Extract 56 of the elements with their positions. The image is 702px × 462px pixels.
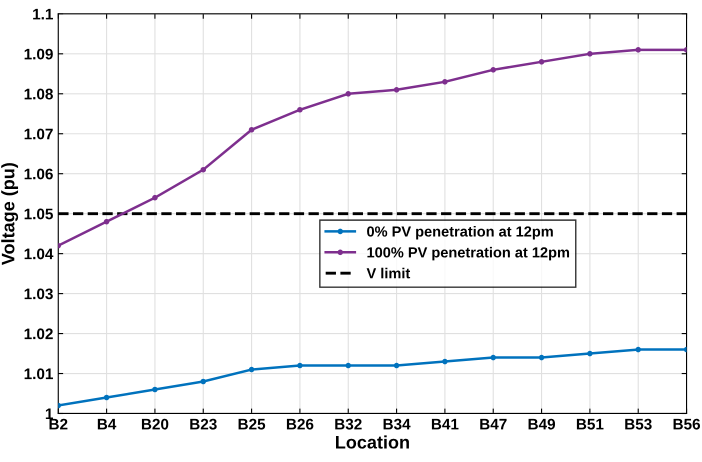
point [442,358,448,364]
y-tick-label: 1.1 [33,8,53,20]
x-tick-label: B34 [384,418,411,430]
x-tick-label: B49 [528,418,556,430]
legend-label: V limit [366,268,410,278]
point [248,366,254,372]
point [490,67,496,73]
point [635,346,642,352]
y-tick-label: 1.07 [24,128,53,140]
y-tick-label: 1.02 [24,328,53,340]
x-tick-label: B56 [674,418,700,430]
point [394,362,400,368]
point [635,47,642,53]
line-series [58,47,687,248]
y-tick-label: 1 [46,408,53,420]
y-tick-label: 1.03 [24,288,53,300]
legend-label: 100% PV penetration at 12pm [367,246,570,260]
x-tick-label: B47 [480,418,507,430]
point [200,378,206,384]
x-tick-label: B53 [625,418,652,430]
y-tick-label: 1.01 [24,368,53,380]
x-tick-label: B25 [238,418,266,430]
x-tick-label: B51 [576,418,604,430]
point [104,394,110,400]
x-tick-label: B41 [432,418,458,430]
point [442,79,448,85]
legend-label: 0% PV penetration at 12pm [367,226,553,240]
point [345,91,352,97]
x-tick-label: B26 [286,418,314,430]
x-tick-label: B4 [98,418,116,430]
line-series [58,346,687,408]
y-tick-label: 1.06 [24,168,53,180]
point [394,87,400,93]
x-tick-label: B20 [142,418,168,430]
point [297,106,303,113]
point [248,126,254,133]
y-tick-label: 1.08 [24,88,53,100]
y-tick-label: 1.09 [24,48,53,60]
point [104,218,110,224]
point [152,386,158,392]
point [538,354,544,360]
point [538,59,544,65]
y-tick-label: 1.05 [24,208,53,220]
point [152,194,158,200]
point [345,362,352,368]
point [587,51,593,57]
x-tick-label: B32 [335,418,362,430]
y-tick-label: 1.04 [24,248,54,260]
point [297,362,303,368]
point [200,166,206,172]
x-tick-label: B23 [190,418,217,430]
point [490,354,496,360]
x-axis-title: Location [336,435,409,449]
x-tick-label: B2 [50,418,68,430]
point [587,350,593,356]
y-axis-title: Voltage (pu) [1,163,18,266]
